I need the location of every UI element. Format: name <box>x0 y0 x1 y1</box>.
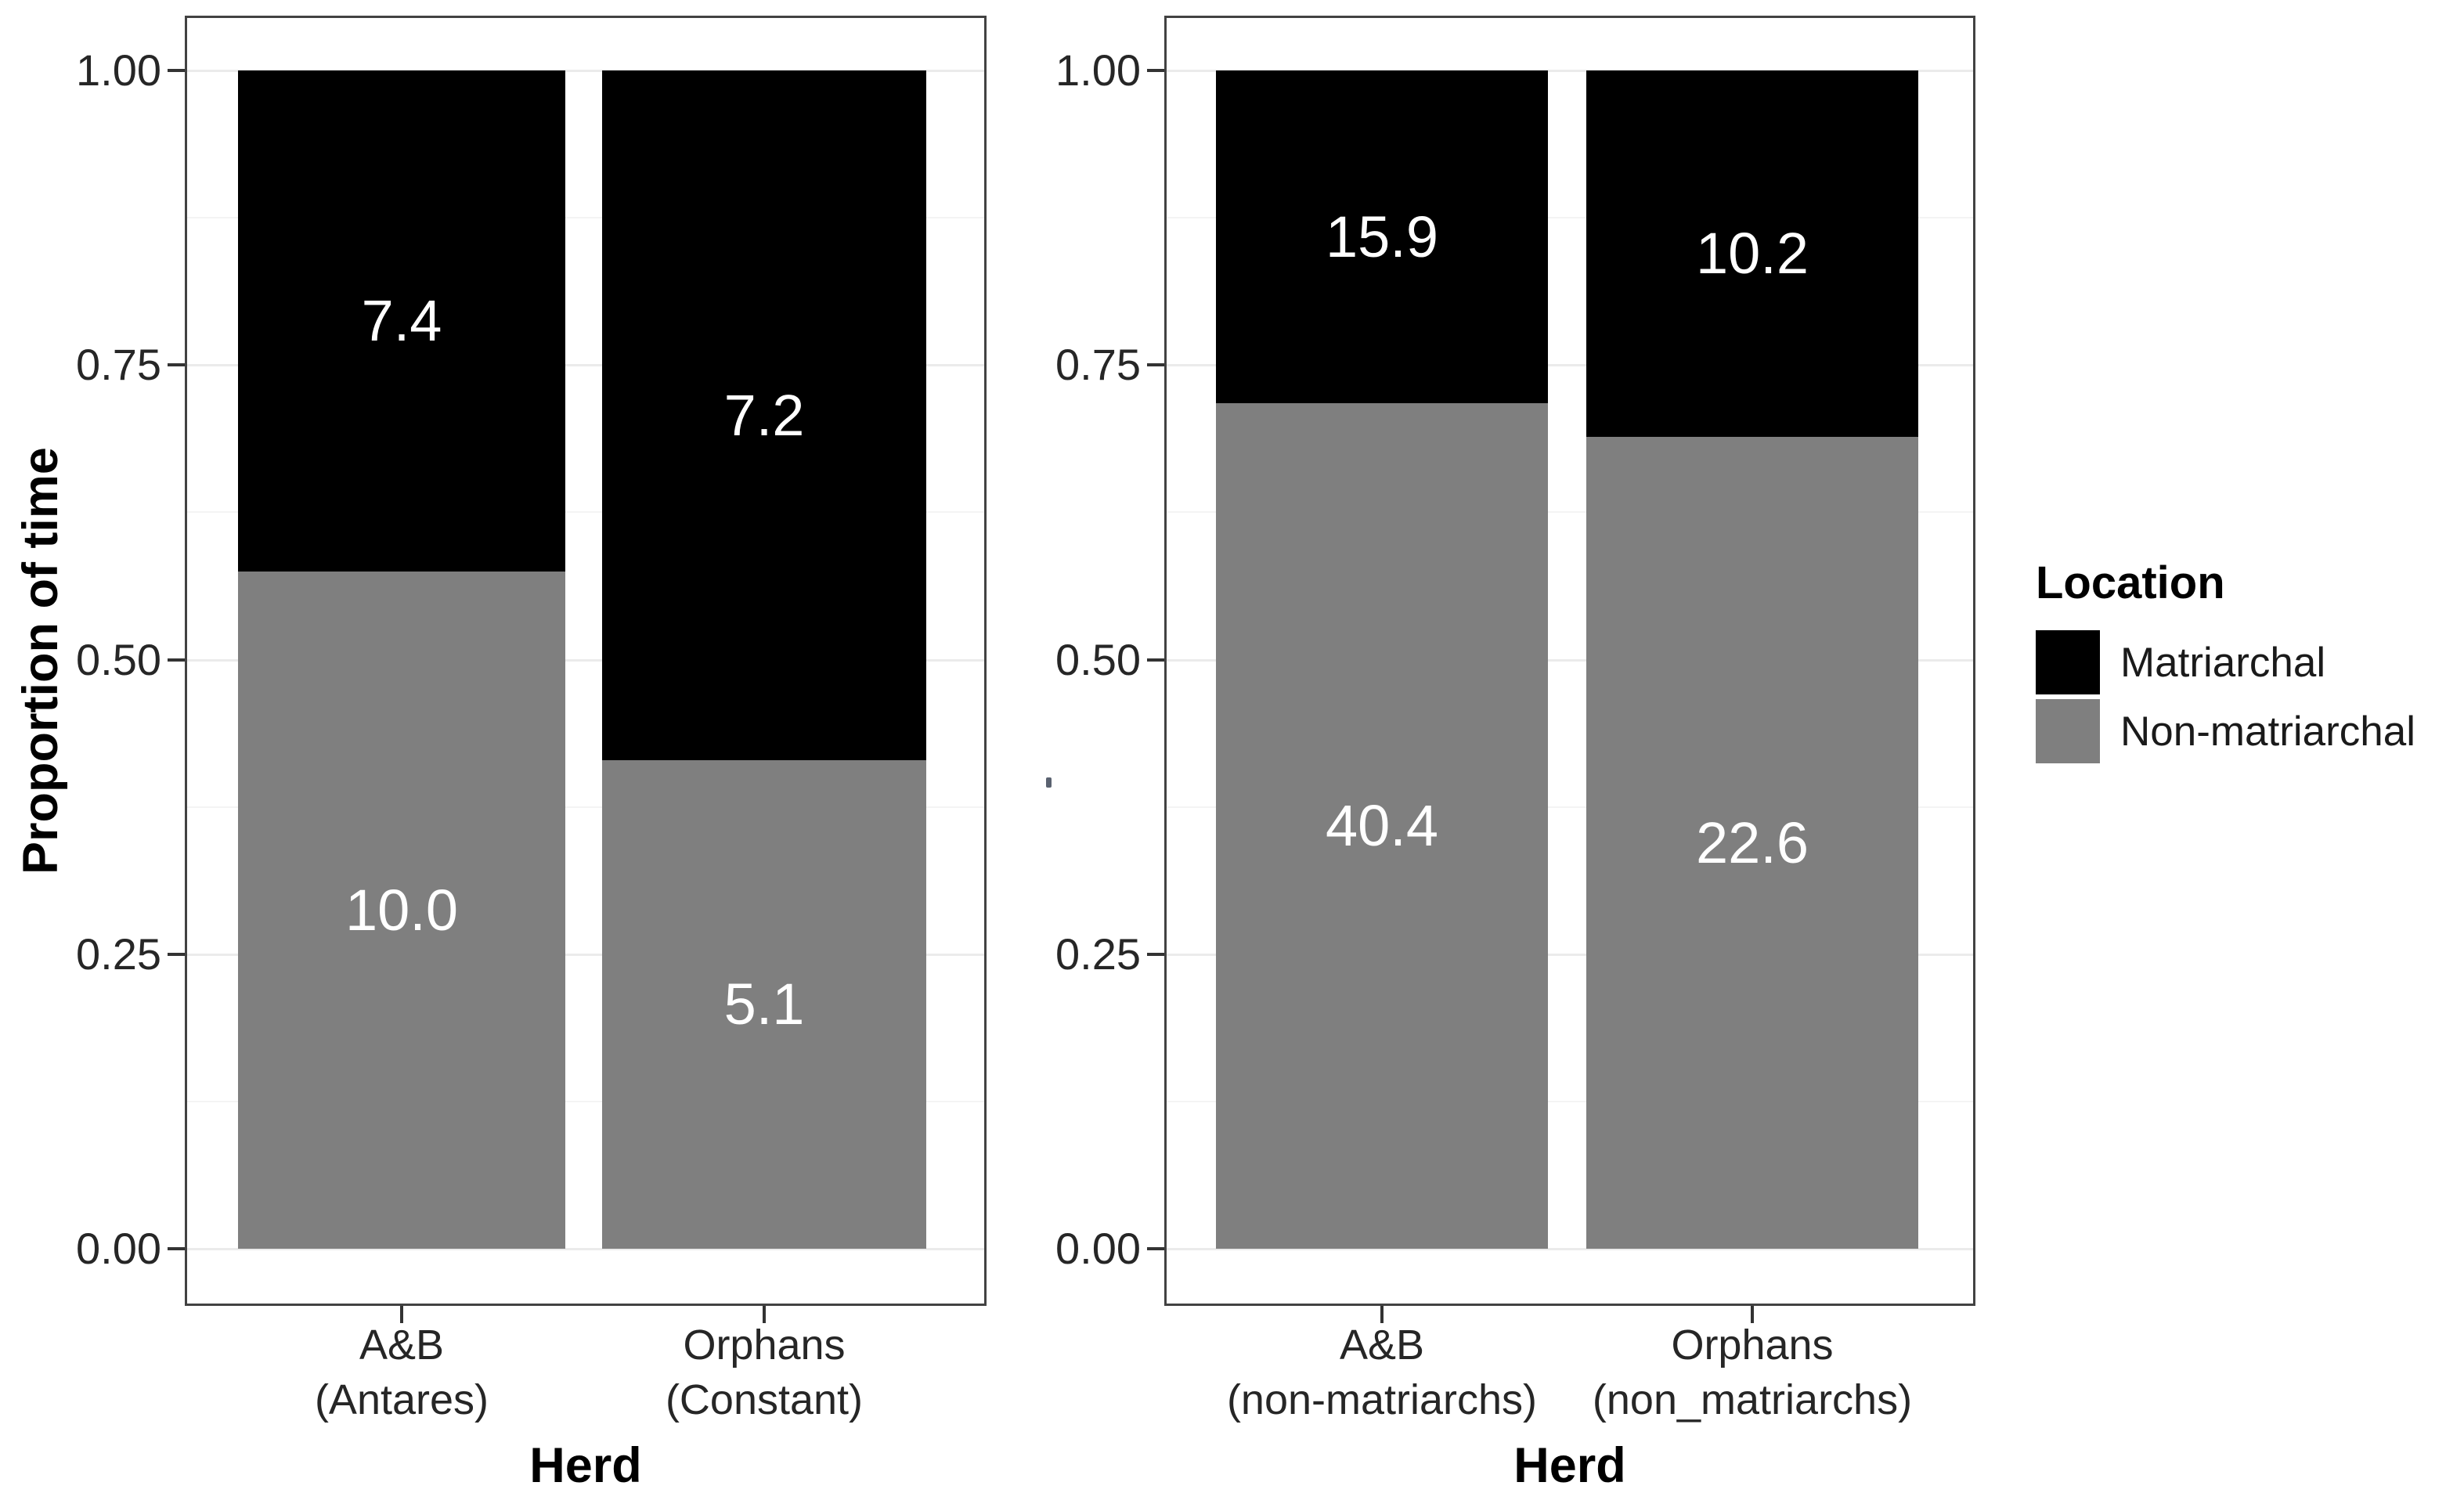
bar-segment-non-matriarchal <box>1586 437 1918 1249</box>
y-axis-tick-label: 0.75 <box>76 340 161 390</box>
legend-swatch-non-matriarchal-icon <box>2036 699 2100 763</box>
y-axis-tick-label: 1.00 <box>1055 45 1141 95</box>
x-axis-tick-label: Orphans <box>683 1322 846 1369</box>
grid-line-major <box>1164 1248 1975 1250</box>
x-axis-tick-label: (Constant) <box>665 1376 864 1423</box>
bar-value-label: 7.2 <box>723 382 805 448</box>
x-axis-tick-label: (Antares) <box>314 1376 489 1423</box>
y-axis-tick-label: 0.50 <box>1055 634 1141 684</box>
x-axis-tick-label: Orphans <box>1671 1322 1834 1369</box>
grid-line-minor <box>185 1100 987 1102</box>
y-axis-tick-label: 0.50 <box>76 634 161 684</box>
x-axis-tick <box>400 1306 403 1323</box>
legend: Location Matriarchal Non-matriarchal <box>2036 557 2415 768</box>
y-axis-tick-label: 1.00 <box>76 45 161 95</box>
legend-swatch-matriarchal-icon <box>2036 630 2100 694</box>
bar-segment-matriarchal <box>1586 70 1918 437</box>
grid-line-major <box>1164 953 1975 956</box>
grid-line-major <box>185 1248 987 1250</box>
x-axis-tick <box>1380 1306 1384 1323</box>
legend-item-matriarchal: Matriarchal <box>2036 630 2415 694</box>
bar-segment-non-matriarchal <box>1216 403 1548 1249</box>
x-axis-tick-label: A&B <box>359 1322 445 1369</box>
x-axis-tick-label: (non-matriarchs) <box>1226 1376 1538 1423</box>
grid-line-major <box>1164 364 1975 367</box>
bar-value-label: 22.6 <box>1695 810 1809 875</box>
x-axis-tick-label: A&B <box>1339 1322 1425 1369</box>
x-axis-title-right: Herd <box>1513 1438 1626 1493</box>
grid-line-major <box>185 364 987 367</box>
panel-border <box>185 16 987 1306</box>
panel-border <box>1164 16 1975 1306</box>
legend-item-non-matriarchal: Non-matriarchal <box>2036 699 2415 763</box>
y-axis-tick-label: 0.00 <box>76 1224 161 1273</box>
bar-segment-matriarchal <box>238 70 565 572</box>
bar-value-label: 7.4 <box>361 288 442 353</box>
y-axis-title: Proportion of time <box>13 447 68 875</box>
grid-line-minor <box>185 511 987 514</box>
y-axis-tick <box>168 658 185 662</box>
bar-value-label: 10.0 <box>345 877 459 943</box>
y-axis-tick <box>1147 658 1164 662</box>
grid-line-minor <box>1164 217 1975 219</box>
grid-line-minor <box>1164 511 1975 514</box>
y-axis-tick <box>1147 952 1164 956</box>
legend-title: Location <box>2036 557 2225 608</box>
grid-line-minor <box>185 806 987 808</box>
bar-value-label: 40.4 <box>1325 793 1439 858</box>
y-axis-tick <box>1147 363 1164 367</box>
grid-line-major <box>1164 70 1975 72</box>
grid-line-major <box>185 658 987 662</box>
bar-segment-non-matriarchal <box>602 760 926 1249</box>
x-axis-tick-label: (non_matriarchs) <box>1592 1376 1913 1423</box>
y-axis-tick <box>168 952 185 956</box>
y-axis-tick <box>1147 69 1164 72</box>
x-axis-tick <box>763 1306 766 1323</box>
x-axis-tick <box>1751 1306 1754 1323</box>
bar-segment-non-matriarchal <box>238 572 565 1249</box>
bar-value-label: 10.2 <box>1695 221 1809 286</box>
grid-line-minor <box>1164 806 1975 808</box>
grid-line-major <box>185 70 987 72</box>
grid-line-minor <box>1164 1100 1975 1102</box>
grid-line-major <box>185 953 987 956</box>
grid-line-minor <box>185 217 987 219</box>
bar-value-label: 5.1 <box>723 972 805 1037</box>
y-axis-tick <box>1147 1247 1164 1250</box>
y-axis-tick-label: 0.25 <box>1055 929 1141 979</box>
legend-label-matriarchal: Matriarchal <box>2120 639 2326 686</box>
bar-value-label: 15.9 <box>1325 204 1439 269</box>
y-axis-tick <box>168 1247 185 1250</box>
y-axis-tick-label: 0.25 <box>76 929 161 979</box>
x-axis-title-left: Herd <box>529 1438 642 1493</box>
y-axis-tick-label: 0.75 <box>1055 340 1141 390</box>
grid-line-major <box>1164 658 1975 662</box>
y-axis-tick-label: 0.00 <box>1055 1224 1141 1273</box>
y-axis-tick <box>168 69 185 72</box>
bar-segment-matriarchal <box>1216 70 1548 403</box>
legend-label-non-matriarchal: Non-matriarchal <box>2120 708 2416 755</box>
stray-mark <box>1046 777 1052 788</box>
y-axis-tick <box>168 363 185 367</box>
bar-segment-matriarchal <box>602 70 926 760</box>
